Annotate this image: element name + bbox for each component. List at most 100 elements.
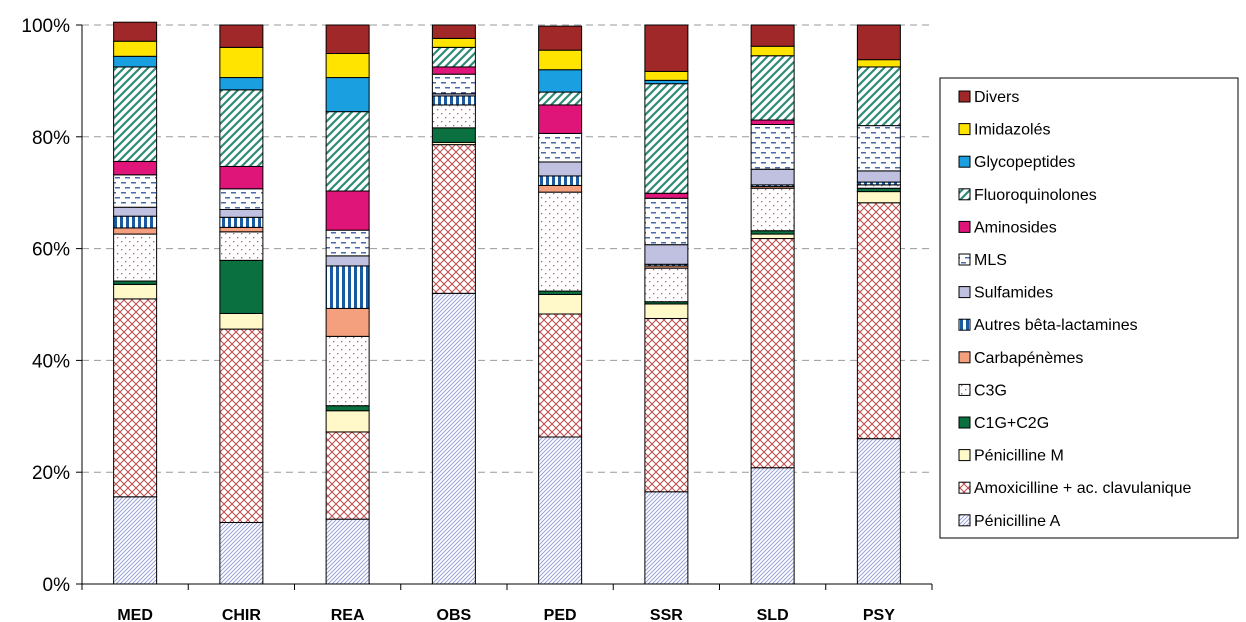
legend-label: Carbapénèmes: [974, 350, 1083, 367]
bar-segment: [750, 24, 795, 47]
x-tick-label: PSY: [863, 607, 895, 622]
x-tick-label: REA: [331, 607, 365, 622]
bar-segment: [325, 190, 370, 231]
legend-label: Pénicilline M: [974, 448, 1064, 465]
legend-swatch: [958, 188, 971, 201]
legend-swatch: [958, 286, 971, 299]
legend-swatch: [958, 90, 971, 103]
bar-segment: [538, 25, 583, 51]
bar-segment: [219, 46, 264, 79]
x-tick-label: PED: [544, 607, 577, 622]
x-tick-label: OBS: [437, 607, 472, 622]
bar-segment: [219, 259, 264, 314]
legend: Divers Imidazolés Glycopeptides Fluoroquino…: [939, 77, 1239, 539]
bar-segment: [538, 104, 583, 134]
bar-segment: [431, 127, 476, 143]
x-tick-label: SLD: [757, 607, 789, 622]
bar-segment: [538, 184, 583, 193]
legend-label: Fluoroquinolones: [974, 187, 1097, 204]
bar-segment: [325, 335, 370, 407]
bar-segment: [856, 24, 901, 61]
bar-segment: [325, 255, 370, 267]
legend-swatch: [958, 449, 971, 462]
bar-segment: [750, 124, 795, 170]
bar-segment: [325, 111, 370, 192]
bar-segment: [750, 55, 795, 121]
legend-swatch: [958, 416, 971, 429]
bar-segment: [431, 66, 476, 75]
legend-label: Imidazolés: [974, 122, 1050, 139]
bar-segment: [431, 95, 476, 106]
bar-segment: [750, 230, 795, 235]
bar-segment: [750, 233, 795, 240]
bar-segment: [538, 436, 583, 585]
legend-label: Pénicilline A: [974, 513, 1061, 530]
legend-label: MLS: [974, 252, 1007, 269]
x-tick-label: CHIR: [222, 607, 262, 622]
legend-swatch: [958, 351, 971, 364]
bar-segment: [431, 24, 476, 39]
bar-segment: [538, 49, 583, 71]
bar-segment: [325, 410, 370, 433]
bars: [113, 21, 901, 585]
legend-swatch: [958, 253, 971, 266]
bar-segment: [538, 293, 583, 315]
y-tick-label: 20%: [32, 463, 70, 484]
bar-segment: [325, 229, 370, 257]
y-tick-label: 40%: [32, 351, 70, 372]
legend-swatch: [958, 383, 971, 396]
bar-segment: [856, 59, 901, 68]
x-tick-label: SSR: [650, 607, 683, 622]
x-tick-label: MED: [117, 607, 153, 622]
bar-segment: [113, 206, 158, 217]
bar-segment: [431, 292, 476, 585]
bar-segment: [644, 83, 689, 194]
bar-segment: [538, 132, 583, 163]
bar-segment: [538, 91, 583, 106]
bar-segment: [113, 21, 158, 42]
bar-segment: [113, 55, 158, 68]
bar-segment: [219, 24, 264, 48]
bar-segment: [856, 170, 901, 183]
bar-segment: [325, 431, 370, 520]
bar-segment: [644, 244, 689, 265]
bar-segment: [644, 24, 689, 72]
bar-segment: [431, 46, 476, 68]
bar-segment: [325, 518, 370, 585]
bar-segment: [750, 119, 795, 126]
bar-segment: [113, 66, 158, 162]
legend-swatch: [958, 220, 971, 233]
y-tick-label: 60%: [32, 240, 70, 261]
bar-segment: [856, 125, 901, 172]
legend-label: Autres bêta-lactamines: [974, 317, 1138, 334]
bar-segment: [113, 160, 158, 176]
bar-segment: [113, 40, 158, 57]
legend-swatch: [958, 155, 971, 168]
bar-segment: [538, 290, 583, 295]
bar-segment: [219, 231, 264, 261]
bar-segment: [644, 267, 689, 303]
bar-segment: [325, 24, 370, 55]
y-tick-label: 0%: [43, 575, 71, 596]
bar-segment: [113, 174, 158, 208]
bar-segment: [431, 37, 476, 48]
bar-segment: [856, 191, 901, 204]
legend-swatch: [958, 123, 971, 136]
y-tick-label: 100%: [21, 16, 70, 37]
bar-segment: [750, 467, 795, 585]
bar-segment: [750, 238, 795, 469]
legend-label: C3G: [974, 382, 1007, 399]
bar-segment: [113, 280, 158, 285]
legend-label: Sulfamides: [974, 285, 1053, 302]
bar-segment: [219, 328, 264, 524]
bar-segment: [113, 227, 158, 235]
bar-segment: [644, 491, 689, 585]
bar-segment: [431, 144, 476, 294]
bar-segment: [325, 405, 370, 412]
bar-segment: [644, 303, 689, 319]
bar-segment: [431, 104, 476, 129]
bar-segment: [219, 226, 264, 233]
bar-segment: [325, 307, 370, 337]
bar-segment: [856, 66, 901, 127]
